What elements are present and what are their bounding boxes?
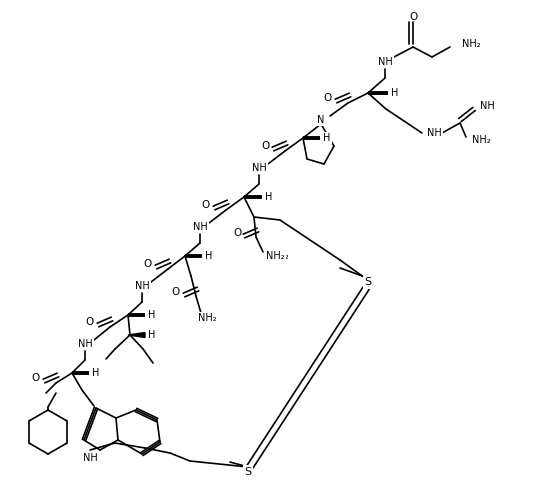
Text: NH: NH [83, 453, 97, 463]
Polygon shape [128, 333, 145, 337]
Text: H: H [205, 251, 212, 261]
Text: O: O [144, 259, 152, 269]
Text: NH: NH [427, 128, 441, 138]
Text: NH: NH [135, 281, 149, 291]
Text: NH₂: NH₂ [266, 251, 284, 261]
Text: NH: NH [480, 101, 495, 111]
Text: NH: NH [77, 339, 92, 349]
Text: O: O [261, 141, 269, 151]
Text: NH₂: NH₂ [462, 39, 480, 49]
Text: NH: NH [378, 57, 393, 67]
Text: NH₂: NH₂ [270, 251, 289, 261]
Text: S: S [365, 277, 372, 287]
Text: H: H [323, 133, 330, 143]
Text: H: H [92, 368, 100, 378]
Text: O: O [86, 317, 94, 327]
Text: H: H [391, 88, 399, 98]
Text: O: O [202, 200, 210, 210]
Text: N: N [317, 115, 324, 125]
Text: O: O [409, 12, 417, 22]
Text: H: H [265, 192, 273, 202]
Text: NH₂: NH₂ [198, 313, 216, 323]
Text: O: O [233, 228, 241, 238]
Text: S: S [244, 467, 251, 477]
Text: NH: NH [251, 163, 266, 173]
Text: H: H [148, 310, 156, 320]
Text: O: O [32, 373, 40, 383]
Text: O: O [172, 287, 180, 297]
Text: O: O [324, 93, 332, 103]
Text: H: H [148, 330, 156, 340]
Text: NH: NH [193, 222, 208, 232]
Text: NH₂: NH₂ [472, 135, 491, 145]
